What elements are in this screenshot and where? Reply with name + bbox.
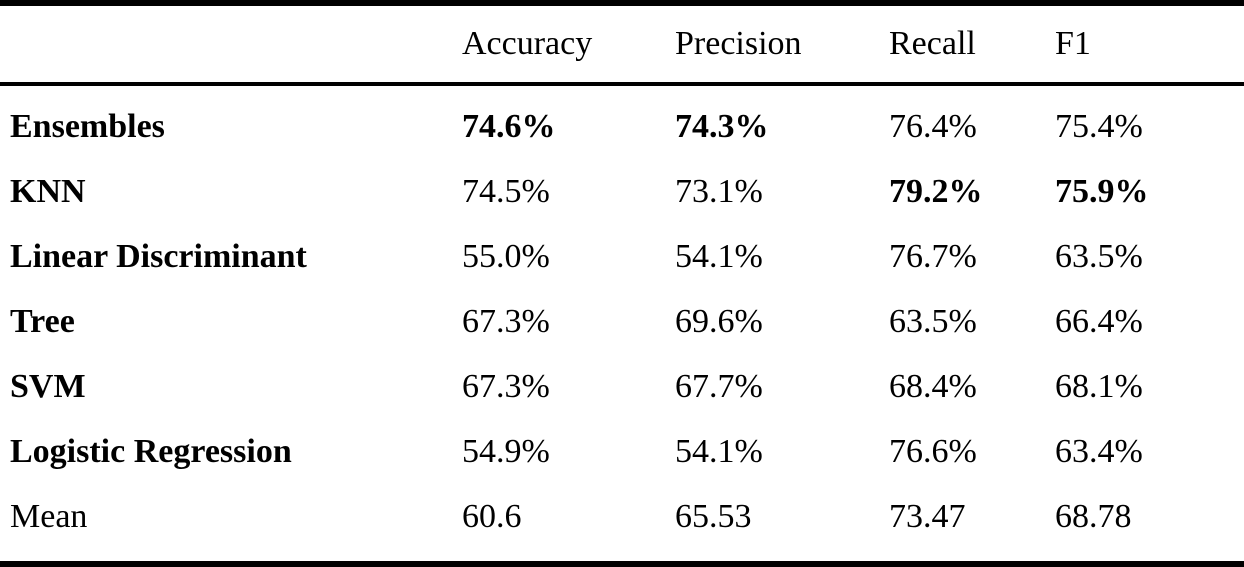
f1-value: 66.4% [1055, 302, 1143, 340]
accuracy-value: 67.3% [462, 302, 550, 340]
row-label: Logistic Regression [10, 432, 292, 470]
header-precision: Precision [675, 25, 802, 62]
row-label: SVM [10, 367, 86, 405]
table-row-linear-discriminant: Linear Discriminant 55.0% 54.1% 76.7% 63… [0, 224, 1244, 289]
recall-value: 76.7% [889, 237, 977, 275]
recall-value: 79.2% [889, 172, 983, 210]
table-row-ensembles: Ensembles 74.6% 74.3% 76.4% 75.4% [0, 94, 1244, 159]
row-label: KNN [10, 172, 86, 210]
header-accuracy: Accuracy [462, 25, 593, 62]
row-label: Ensembles [10, 107, 165, 145]
f1-value: 68.1% [1055, 367, 1143, 405]
recall-value: 68.4% [889, 367, 977, 405]
precision-value: 54.1% [675, 237, 763, 275]
precision-value: 65.53 [675, 497, 752, 535]
f1-value: 75.4% [1055, 107, 1143, 145]
f1-value: 68.78 [1055, 497, 1132, 535]
precision-value: 54.1% [675, 432, 763, 470]
accuracy-value: 74.6% [462, 107, 556, 145]
accuracy-value: 55.0% [462, 237, 550, 275]
row-label: Tree [10, 302, 75, 340]
precision-value: 74.3% [675, 107, 769, 145]
recall-value: 76.4% [889, 107, 977, 145]
accuracy-value: 60.6 [462, 497, 522, 535]
recall-value: 73.47 [889, 497, 966, 535]
f1-value: 75.9% [1055, 172, 1149, 210]
precision-value: 69.6% [675, 302, 763, 340]
header-recall: Recall [889, 25, 976, 62]
table-header-row: Accuracy Precision Recall F1 [0, 6, 1244, 86]
table-row-mean: Mean 60.6 65.53 73.47 68.78 [0, 484, 1244, 549]
table-row-knn: KNN 74.5% 73.1% 79.2% 75.9% [0, 159, 1244, 224]
row-label: Mean [10, 497, 88, 535]
precision-value: 67.7% [675, 367, 763, 405]
accuracy-value: 74.5% [462, 172, 550, 210]
recall-value: 76.6% [889, 432, 977, 470]
f1-value: 63.5% [1055, 237, 1143, 275]
table-row-logistic-regression: Logistic Regression 54.9% 54.1% 76.6% 63… [0, 419, 1244, 484]
recall-value: 63.5% [889, 302, 977, 340]
table-body: Ensembles 74.6% 74.3% 76.4% 75.4% KNN 74… [0, 86, 1244, 561]
f1-value: 63.4% [1055, 432, 1143, 470]
accuracy-value: 67.3% [462, 367, 550, 405]
precision-value: 73.1% [675, 172, 763, 210]
header-f1: F1 [1055, 25, 1091, 62]
row-label: Linear Discriminant [10, 237, 307, 275]
table-row-svm: SVM 67.3% 67.7% 68.4% 68.1% [0, 354, 1244, 419]
accuracy-value: 54.9% [462, 432, 550, 470]
table-row-tree: Tree 67.3% 69.6% 63.5% 66.4% [0, 289, 1244, 354]
